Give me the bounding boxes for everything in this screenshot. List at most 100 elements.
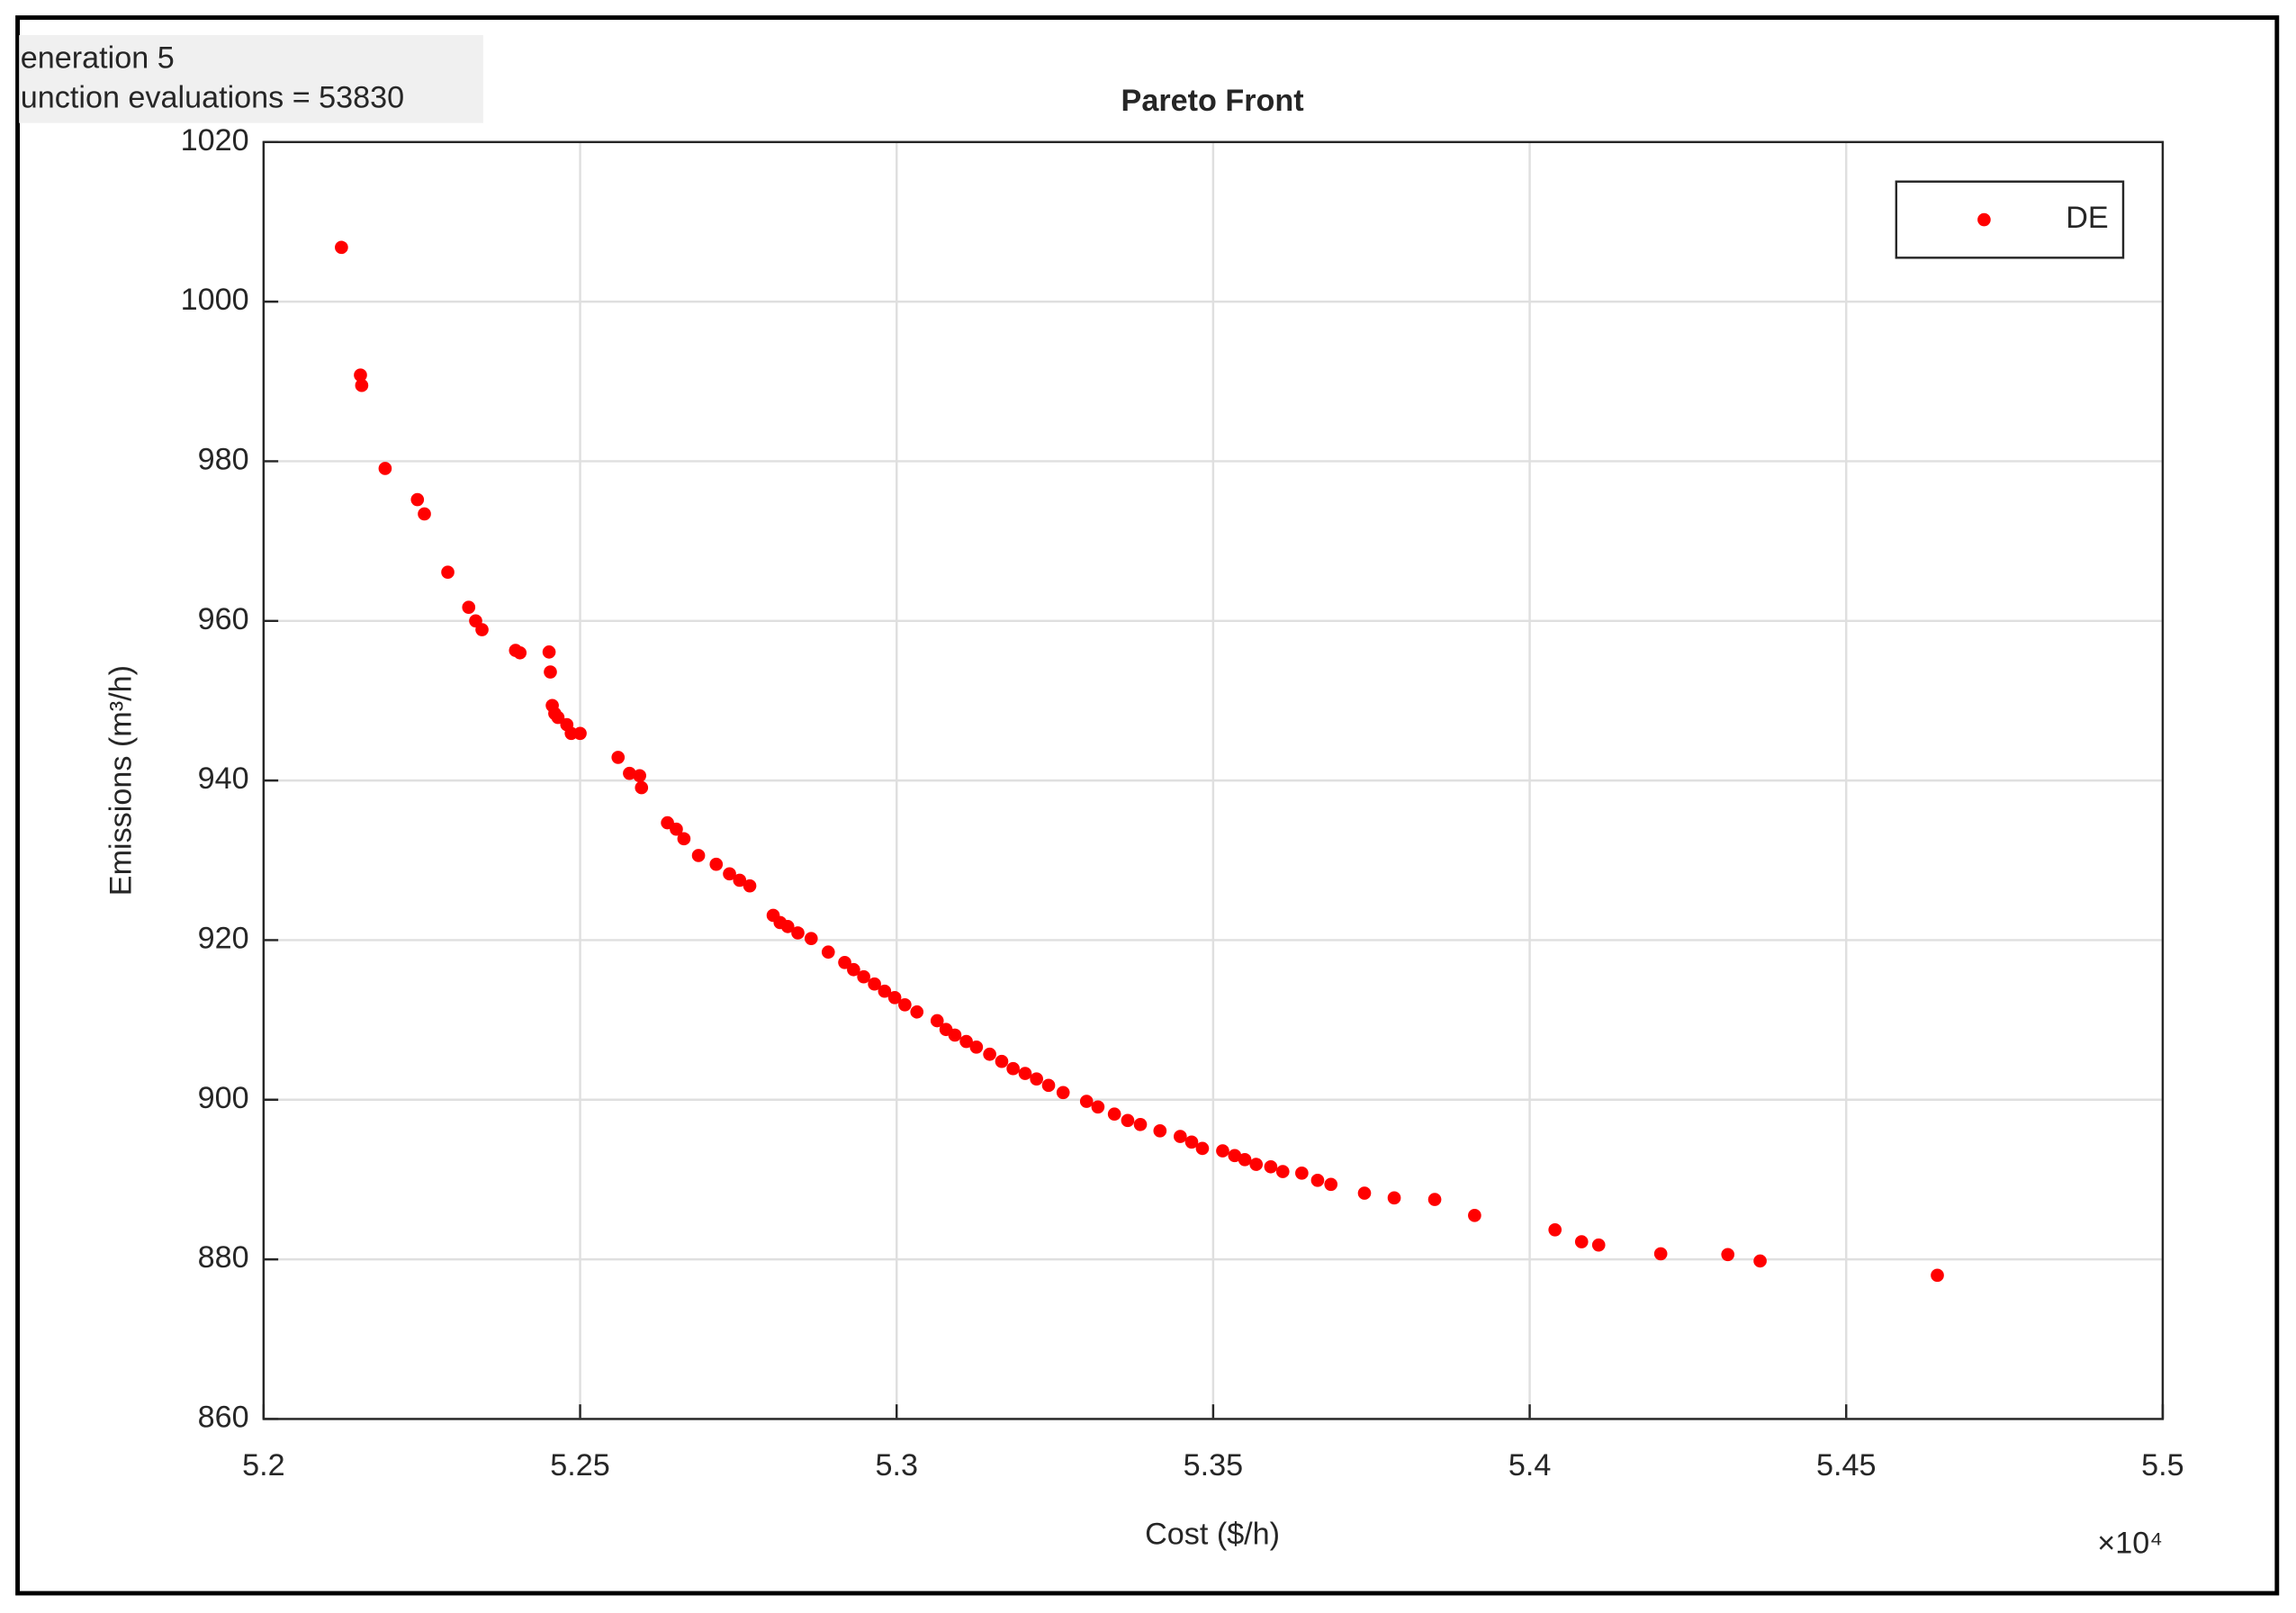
frame	[15, 15, 2280, 1596]
x-tick-label: 5.2	[242, 1448, 284, 1482]
point	[780, 920, 795, 933]
point	[1107, 1107, 1121, 1122]
y-tick-label: 1000	[181, 283, 249, 317]
point	[1153, 1124, 1167, 1138]
point	[804, 932, 818, 945]
point	[1427, 1193, 1442, 1206]
point	[1264, 1159, 1278, 1174]
x-tick-label: 5.25	[550, 1448, 609, 1482]
point	[1275, 1165, 1290, 1178]
point	[1753, 1254, 1767, 1268]
point	[743, 879, 757, 893]
x-tick-label: 5.5	[2141, 1448, 2183, 1482]
point	[898, 997, 912, 1012]
point	[857, 969, 870, 984]
point	[733, 873, 747, 888]
point	[1133, 1117, 1148, 1131]
point	[847, 962, 860, 977]
x-tick-label: 5.35	[1184, 1448, 1243, 1482]
y-tick-label: 880	[198, 1240, 249, 1275]
point	[1091, 1100, 1105, 1114]
point	[542, 645, 556, 659]
point	[1324, 1177, 1338, 1192]
point	[1574, 1235, 1589, 1248]
point	[410, 492, 425, 507]
point	[544, 665, 557, 679]
y-tick-label: 960	[198, 602, 249, 636]
y-tick-label: 1020	[181, 123, 249, 158]
point	[1018, 1067, 1032, 1080]
point	[995, 1054, 1009, 1068]
point	[887, 990, 902, 1005]
point	[418, 507, 431, 521]
point	[611, 751, 626, 764]
point	[1056, 1086, 1070, 1100]
point	[1184, 1135, 1199, 1149]
point	[1174, 1130, 1187, 1143]
point	[475, 623, 489, 636]
point	[677, 832, 691, 846]
y-tick-label: 980	[198, 442, 249, 476]
point	[1228, 1149, 1242, 1163]
point	[723, 867, 736, 881]
point	[868, 977, 881, 991]
x-tick-label: 5.4	[1508, 1448, 1551, 1482]
x-axis-label: Cost ($/h)	[1145, 1518, 1280, 1552]
point	[878, 984, 892, 998]
point	[709, 857, 724, 871]
y-tick-label: 900	[198, 1081, 249, 1115]
legend-box	[1895, 180, 2125, 259]
point	[573, 726, 587, 741]
point	[959, 1034, 973, 1049]
y-axis-label: Emissions (m³/h)	[104, 665, 139, 896]
point	[354, 368, 367, 383]
axes-box	[262, 140, 2165, 1420]
point	[335, 240, 348, 255]
point	[1357, 1186, 1372, 1200]
point	[1041, 1078, 1056, 1093]
point	[1295, 1167, 1309, 1180]
point	[1931, 1268, 1944, 1283]
point	[1121, 1113, 1135, 1128]
point	[635, 780, 649, 795]
point	[670, 822, 683, 836]
x-multiplier: ×10⁴	[2097, 1526, 2163, 1560]
legend-label: DE	[2066, 201, 2108, 235]
point	[1721, 1248, 1735, 1262]
chart-title: Pareto Front	[1121, 84, 1304, 118]
point	[1249, 1158, 1264, 1171]
point	[633, 769, 646, 783]
y-tick-label: 920	[198, 921, 249, 955]
x-tick-label: 5.3	[875, 1448, 917, 1482]
annotation: eneration 5	[21, 41, 175, 76]
point	[838, 955, 851, 969]
point	[821, 945, 835, 960]
points	[335, 240, 1944, 1283]
point	[1006, 1061, 1020, 1076]
point	[1238, 1152, 1252, 1167]
point	[462, 600, 476, 615]
point	[983, 1047, 996, 1061]
point	[948, 1028, 962, 1042]
point	[910, 1005, 924, 1019]
point	[1030, 1072, 1043, 1086]
point	[623, 766, 636, 780]
point	[1310, 1174, 1325, 1187]
annotation: unction evaluations = 53830	[21, 81, 404, 115]
x-tick-label: 5.45	[1816, 1448, 1876, 1482]
point	[1653, 1247, 1668, 1261]
point	[1195, 1141, 1210, 1156]
point	[969, 1040, 984, 1054]
point	[1079, 1095, 1094, 1108]
point	[791, 926, 805, 940]
point	[551, 710, 565, 725]
legend: DE	[1895, 180, 2125, 259]
point	[1591, 1238, 1606, 1252]
legend-marker	[1977, 212, 1991, 227]
point	[691, 849, 706, 862]
point	[1387, 1191, 1401, 1205]
point	[378, 462, 392, 475]
